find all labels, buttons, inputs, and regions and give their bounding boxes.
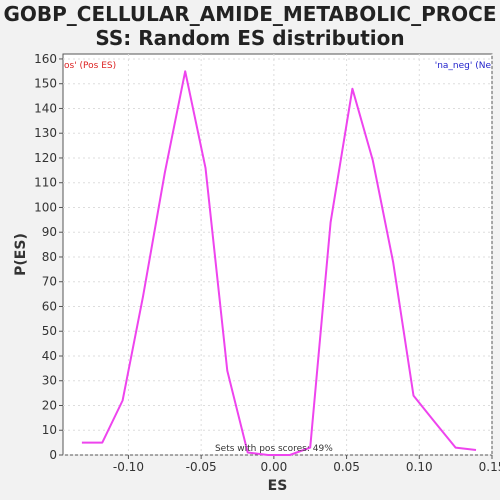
- y-tick-label: 40: [42, 349, 57, 363]
- x-tick-label: -0.05: [186, 460, 217, 474]
- chart-title-line-2: SS: Random ES distribution: [95, 26, 405, 50]
- y-axis: 0 10 20 30 40 50 60 70 80 90 100 110 120 130 140 150 160: [34, 52, 63, 462]
- x-axis: -0.10 -0.05 0.00 0.05 0.10 0.15: [113, 455, 500, 474]
- x-tick-label: 0.05: [333, 460, 360, 474]
- x-tick-label: 0.10: [406, 460, 433, 474]
- y-tick-label: 130: [34, 126, 57, 140]
- y-tick-label: 80: [42, 250, 57, 264]
- y-tick-label: 100: [34, 200, 57, 214]
- y-tick-label: 110: [34, 176, 57, 190]
- y-axis-label: P(ES): [13, 233, 29, 276]
- x-axis-label: ES: [268, 478, 288, 494]
- y-tick-label: 120: [34, 151, 57, 165]
- legend-pos-es: os' (Pos ES): [64, 61, 116, 71]
- y-tick-label: 70: [42, 275, 57, 289]
- y-tick-label: 150: [34, 77, 57, 91]
- series-line: [81, 70, 477, 456]
- pos-scores-annotation: Sets with pos scores: 49%: [215, 444, 333, 454]
- y-tick-label: 50: [42, 324, 57, 338]
- x-tick-label: 0.00: [261, 460, 288, 474]
- y-tick-label: 30: [42, 374, 57, 388]
- y-tick-label: 90: [42, 225, 57, 239]
- y-tick-label: 60: [42, 299, 57, 313]
- x-tick-label: 0.15: [479, 460, 500, 474]
- y-tick-label: 0: [49, 448, 57, 462]
- chart-title-line-1: GOBP_CELLULAR_AMIDE_METABOLIC_PROCE: [3, 2, 497, 26]
- chart-title: GOBP_CELLULAR_AMIDE_METABOLIC_PROCE SS: …: [0, 2, 500, 50]
- y-tick-label: 20: [42, 398, 57, 412]
- y-tick-label: 140: [34, 101, 57, 115]
- y-tick-label: 10: [42, 423, 57, 437]
- legend-neg-es: 'na_neg' (Ne: [435, 61, 492, 71]
- x-tick-label: -0.10: [113, 460, 144, 474]
- y-tick-label: 160: [34, 52, 57, 66]
- plot-area: [62, 53, 493, 456]
